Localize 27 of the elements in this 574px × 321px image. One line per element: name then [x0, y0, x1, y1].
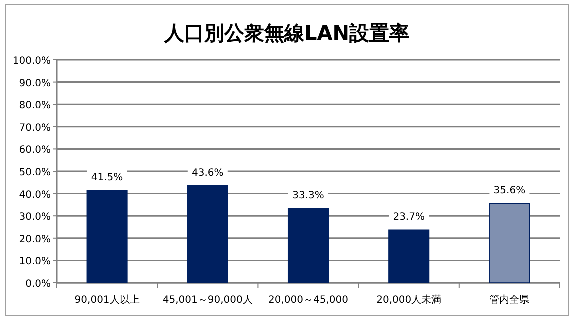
y-tick-label: 30.0% — [19, 212, 51, 224]
y-tick-label: 40.0% — [19, 190, 51, 201]
y-tick-label: 100.0% — [12, 56, 51, 67]
data-label: 23.7% — [393, 212, 425, 224]
x-tick-label: 90,001人以上 — [74, 294, 140, 306]
bar — [489, 203, 530, 284]
y-tick-label: 20.0% — [19, 234, 51, 246]
chart-title: 人口別公衆無線LAN設置率 — [164, 21, 410, 45]
bar — [288, 208, 330, 284]
y-tick-label: 60.0% — [19, 145, 51, 156]
data-label: 33.3% — [292, 190, 324, 202]
y-tick-label: 80.0% — [19, 100, 51, 112]
bar — [187, 185, 228, 284]
x-tick-label: 管内全県 — [490, 294, 530, 306]
bar — [388, 230, 430, 284]
y-tick-label: 90.0% — [19, 78, 51, 90]
y-tick-label: 10.0% — [19, 256, 51, 268]
x-tick-label: 20,000人未満 — [376, 294, 442, 306]
x-tick-label: 20,000～45,000 — [268, 295, 348, 306]
y-tick-label: 70.0% — [19, 122, 51, 134]
x-tick-label: 45,001～90,000人 — [162, 295, 253, 306]
data-label: 41.5% — [91, 172, 124, 184]
y-tick-label: 50.0% — [19, 168, 51, 178]
data-label: 35.6% — [494, 186, 526, 197]
bar — [86, 190, 128, 284]
y-tick-label: 0.0% — [26, 279, 51, 290]
data-label: 43.6% — [192, 168, 224, 179]
